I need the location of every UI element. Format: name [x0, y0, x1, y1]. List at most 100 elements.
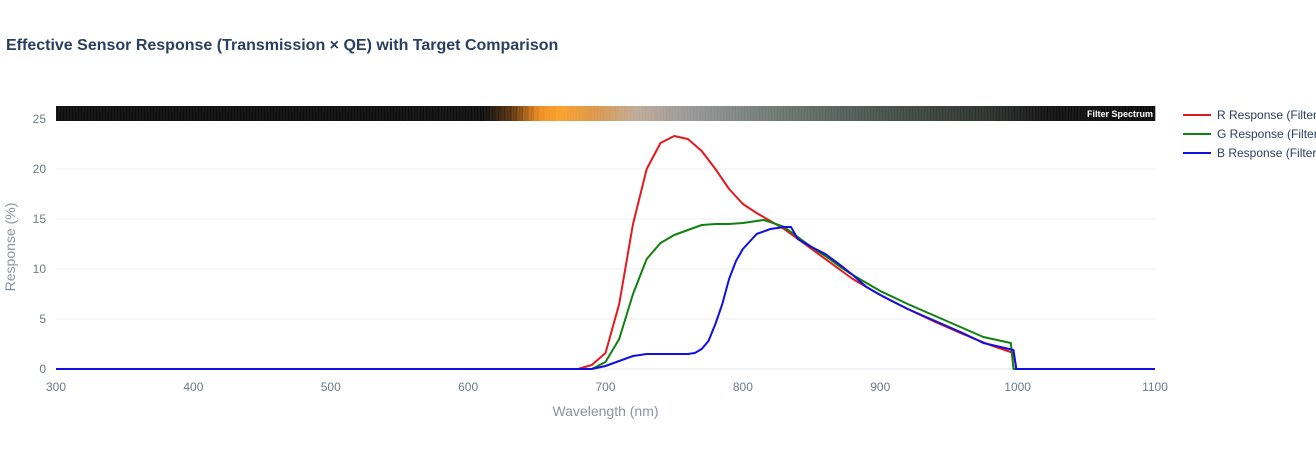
spectrum-band-segment — [1111, 106, 1117, 121]
spectrum-band-segment — [165, 106, 172, 121]
spectrum-band-segment — [402, 106, 408, 121]
spectrum-band-segment — [1017, 106, 1024, 121]
series-line — [56, 226, 1155, 370]
spectrum-band-segment — [715, 106, 722, 121]
spectrum-band-segment — [852, 106, 859, 121]
x-tick-label: 800 — [733, 380, 753, 394]
spectrum-band-segment — [248, 106, 255, 121]
spectrum-band-segment — [786, 106, 793, 121]
spectrum-band-segment — [440, 106, 447, 121]
spectrum-band-segment — [396, 106, 403, 121]
spectrum-band-segment — [1067, 106, 1073, 121]
spectrum-band-segment — [363, 106, 370, 121]
spectrum-band-segment — [847, 106, 854, 121]
spectrum-band-segment — [990, 106, 996, 121]
spectrum-band-segment — [347, 106, 354, 121]
spectrum-band-segment — [77, 106, 84, 121]
spectrum-band-segment — [1039, 106, 1046, 121]
spectrum-band-segment — [94, 106, 101, 121]
spectrum-band-segment — [742, 106, 749, 121]
spectrum-band-segment — [924, 106, 931, 121]
spectrum-band-segment — [632, 106, 639, 121]
spectrum-band-segment — [808, 106, 815, 121]
spectrum-band-segment — [253, 106, 260, 121]
spectrum-band-segment — [825, 106, 832, 121]
spectrum-band-segment — [297, 106, 304, 121]
spectrum-band-segment — [979, 106, 985, 121]
legend: R Response (Filter G Response (Filter B Re… — [1183, 108, 1316, 160]
spectrum-band-segment — [88, 106, 95, 121]
spectrum-band-segment — [907, 106, 914, 121]
spectrum-band-segment — [204, 106, 211, 121]
spectrum-band-segment — [863, 106, 870, 121]
spectrum-band-segment — [638, 106, 645, 121]
spectrum-band-segment — [385, 106, 392, 121]
spectrum-band-segment — [56, 106, 62, 121]
spectrum-band-segment — [517, 106, 524, 121]
spectrum-band-segment — [1149, 106, 1156, 121]
y-tick-label: 0 — [39, 362, 46, 376]
spectrum-band-segment — [594, 106, 601, 121]
spectrum-band-segment — [209, 106, 216, 121]
spectrum-band-segment — [550, 106, 557, 121]
spectrum-band-segment — [968, 106, 974, 121]
spectrum-band-segment — [264, 106, 271, 121]
spectrum-band-segment — [605, 106, 612, 121]
x-tick-label: 700 — [595, 380, 615, 394]
filter-spectrum-label: Filter Spectrum — [1087, 109, 1153, 119]
spectrum-band-segment — [160, 106, 167, 121]
spectrum-band-segment — [748, 106, 755, 121]
spectrum-band-segment — [1078, 106, 1084, 121]
spectrum-band-segment — [610, 106, 617, 121]
spectrum-band-segment — [319, 106, 326, 121]
spectrum-band-segment — [154, 106, 161, 121]
grid-lines — [56, 118, 1155, 370]
spectrum-band-segment — [737, 106, 744, 121]
spectrum-band-segment — [935, 106, 941, 121]
spectrum-band-segment — [770, 106, 777, 121]
y-axis-label: Response (%) — [2, 203, 18, 292]
spectrum-band-segment — [242, 106, 249, 121]
spectrum-band-segment — [654, 106, 661, 121]
spectrum-band-segment — [539, 106, 546, 121]
spectrum-band-segment — [143, 106, 150, 121]
spectrum-band-segment — [731, 106, 738, 121]
spectrum-band-segment — [72, 106, 79, 121]
x-tick-label: 500 — [321, 380, 341, 394]
spectrum-band-segment — [358, 106, 365, 121]
spectrum-band-segment — [572, 106, 579, 121]
x-tick-label: 900 — [870, 380, 890, 394]
spectrum-band-segment — [995, 106, 1002, 121]
spectrum-band-segment — [66, 106, 73, 121]
spectrum-band-segment — [643, 106, 650, 121]
spectrum-band-segment — [380, 106, 386, 121]
spectrum-band-segment — [682, 106, 689, 121]
spectrum-band-segment — [61, 106, 68, 121]
x-tick-label: 1000 — [1004, 380, 1031, 394]
y-tick-label: 10 — [33, 262, 47, 276]
spectrum-band-segment — [231, 106, 238, 121]
spectrum-band-segment — [545, 106, 551, 121]
series-line — [56, 135, 1155, 370]
spectrum-band-segment — [1122, 106, 1128, 121]
spectrum-band-segment — [534, 106, 540, 121]
spectrum-band-segment — [621, 106, 628, 121]
spectrum-band-segment — [984, 106, 991, 121]
spectrum-band-segment — [962, 106, 969, 121]
spectrum-band-segment — [138, 106, 145, 121]
spectrum-band-segment — [495, 106, 502, 121]
spectrum-band-segment — [589, 106, 595, 121]
spectrum-band-segment — [303, 106, 310, 121]
spectrum-band-segment — [220, 106, 227, 121]
spectrum-band-segment — [649, 106, 656, 121]
spectrum-band-segment — [479, 106, 485, 121]
spectrum-band-segment — [726, 106, 733, 121]
spectrum-band-segment — [561, 106, 568, 121]
spectrum-band-segment — [665, 106, 672, 121]
spectrum-band-segment — [176, 106, 183, 121]
spectrum-band-segment — [1001, 106, 1007, 121]
spectrum-band-segment — [819, 106, 826, 121]
spectrum-band-segment — [600, 106, 606, 121]
spectrum-band-segment — [1138, 106, 1145, 121]
